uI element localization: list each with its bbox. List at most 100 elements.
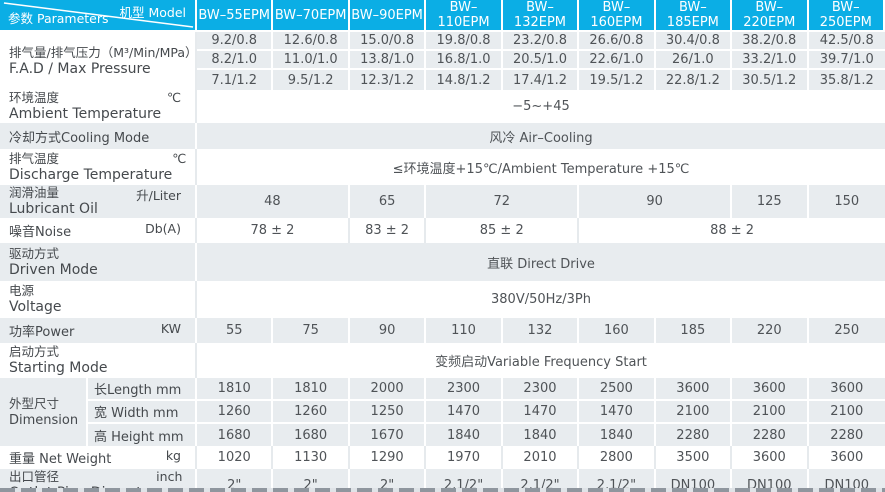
driven-label-zh: 驱动方式 [9,245,60,261]
noise-label-cell: 噪音Noise Db(A) [0,218,197,243]
driven-label-en: Driven Mode [9,261,98,278]
power-value: 110 [426,318,503,343]
driven-value: 直联 Direct Drive [197,243,885,281]
model-header: BW–90EPM [349,0,427,32]
lubricant-unit: 升/Liter [136,188,181,203]
fad-value: 20.5/1.0 [502,51,580,70]
bottom-dashed-edge [0,488,885,492]
voltage-label-cell: 电源 Voltage [0,281,197,318]
weight-value: 1970 [426,446,503,469]
power-unit: KW [160,321,181,336]
fad-value: 19.8/0.8 [426,32,503,51]
noise-row: 噪音Noise Db(A) 78 ± 2 83 ± 2 85 ± 2 88 ± … [0,218,885,243]
fad-value: 42.5/0.8 [808,32,885,51]
noise-value: 88 ± 2 [579,218,885,243]
corner-params-label: 参数 Parameters [8,11,109,26]
weight-row: 重量 Net Weight kg 1020 1130 1290 1970 201… [0,446,885,469]
height-value: 2280 [808,424,885,446]
fad-value: 9.5/1.2 [273,70,350,90]
driven-label-cell: 驱动方式 Driven Mode [0,243,197,281]
lubricant-value: 65 [349,185,427,218]
fad-value: 30.5/1.2 [732,70,809,90]
outlet-unit: inch [156,469,183,484]
weight-value: 1130 [273,446,350,469]
length-value: 3600 [808,378,885,401]
weight-value: 3600 [732,446,809,469]
length-label: 长Length mm [88,378,197,401]
dimension-label-en: Dimension [9,412,79,428]
noise-value: 78 ± 2 [197,218,350,243]
discharge-label-en: Discharge Temperature [9,166,173,183]
height-value: 1670 [349,424,427,446]
model-header: BW–132EPM [502,0,580,32]
lubricant-value: 150 [808,185,885,218]
model-header: BW–110EPM [426,0,503,32]
ambient-label-en: Ambient Temperature [9,106,162,122]
fad-value: 12.6/0.8 [273,32,350,51]
fad-value: 38.2/0.8 [732,32,809,51]
power-label-cell: 功率Power KW [0,318,197,343]
lubricant-label-cell: 润滑油量 Lubricant Oil 升/Liter [0,185,197,218]
voltage-value: 380V/50Hz/3Ph [197,281,885,318]
fad-value: 39.7/1.0 [808,51,885,70]
model-header: BW–250EPM [808,0,885,32]
cooling-value: 风冷 Air–Cooling [197,123,885,149]
noise-value: 83 ± 2 [349,218,427,243]
noise-unit: Db(A) [145,221,181,236]
fad-value: 26.6/0.8 [579,32,656,51]
length-value: 1810 [273,378,350,401]
length-value: 1810 [197,378,274,401]
fad-value: 23.2/0.8 [502,32,580,51]
header-row: 机型 Model 参数 Parameters BW–55EPM BW–70EPM… [0,0,885,32]
power-value: 132 [502,318,580,343]
fad-value: 17.4/1.2 [502,70,580,90]
cooling-label: 冷却方式Cooling Mode [9,130,150,146]
fad-value: 14.8/1.2 [426,70,503,90]
power-row: 功率Power KW 55 75 90 110 132 160 185 220 … [0,318,885,343]
ambient-value: −5~+45 [197,90,885,123]
height-value: 1840 [426,424,503,446]
lubricant-row: 润滑油量 Lubricant Oil 升/Liter 48 65 72 90 1… [0,185,885,218]
fad-row-1.2: 7.1/1.2 9.5/1.2 12.3/1.2 14.8/1.2 17.4/1… [0,70,885,90]
power-value: 250 [808,318,885,343]
width-value: 2100 [808,401,885,424]
fad-row-0.8: 排气量/排气压力（M³/Min/MPa） F.A.D / Max Pressur… [0,32,885,90]
width-value: 1470 [579,401,656,424]
fad-value: 33.2/1.0 [732,51,809,70]
length-value: 3600 [655,378,733,401]
fad-value: 11.0/1.0 [273,51,350,70]
width-value: 1260 [273,401,350,424]
model-header: BW–160EPM [579,0,656,32]
height-value: 1680 [197,424,274,446]
lubricant-value: 48 [197,185,350,218]
fad-value: 26/1.0 [655,51,733,70]
width-value: 1250 [349,401,427,424]
length-value: 2300 [502,378,580,401]
lubricant-label-zh: 润滑油量 [9,185,60,200]
fad-value: 16.8/1.0 [426,51,503,70]
model-header: BW–70EPM [273,0,350,32]
starting-label-cell: 启动方式 Starting Mode [0,343,197,378]
discharge-label-cell: 排气温度 Discharge Temperature ℃ [0,149,197,185]
fad-label-cell: 排气量/排气压力（M³/Min/MPa） F.A.D / Max Pressur… [0,32,197,90]
height-value: 1840 [502,424,580,446]
weight-value: 2800 [579,446,656,469]
height-value: 1680 [273,424,350,446]
weight-value: 1020 [197,446,274,469]
starting-row: 启动方式 Starting Mode 变频启动Variable Frequenc… [0,343,885,378]
power-value: 90 [349,318,427,343]
discharge-label-zh: 排气温度 [9,150,60,166]
fad-value: 22.6/1.0 [579,51,656,70]
discharge-value: ≤环境温度+15℃/Ambient Temperature +15℃ [197,149,885,185]
fad-value: 13.8/1.0 [349,51,427,70]
model-header: BW–220EPM [732,0,809,32]
fad-value: 30.4/0.8 [655,32,733,51]
fad-value: 12.3/1.2 [349,70,427,90]
weight-value: 3600 [808,446,885,469]
discharge-unit: ℃ [172,150,187,166]
fad-value: 22.8/1.2 [655,70,733,90]
weight-unit: kg [165,448,181,463]
voltage-label-zh: 电源 [9,283,35,298]
starting-value: 变频启动Variable Frequency Start [197,343,885,378]
corner-cell: 机型 Model 参数 Parameters [0,0,197,32]
